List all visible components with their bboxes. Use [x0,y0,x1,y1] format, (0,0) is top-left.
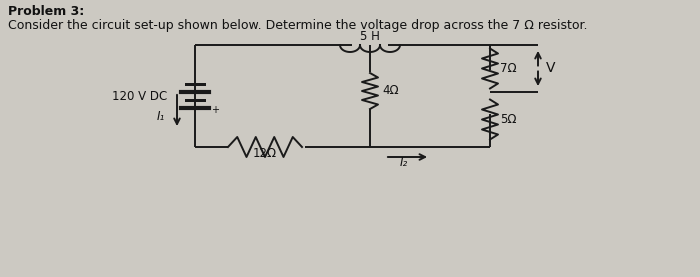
Text: I₁: I₁ [157,111,165,124]
Text: 5Ω: 5Ω [500,113,517,126]
Text: Problem 3:: Problem 3: [8,5,84,18]
Text: 4Ω: 4Ω [382,84,398,98]
Text: V: V [546,61,556,76]
Text: 5 H: 5 H [360,30,380,43]
Text: 12Ω: 12Ω [253,147,277,160]
Text: I₂: I₂ [400,156,408,169]
Text: 7Ω: 7Ω [500,62,517,75]
Text: Consider the circuit set-up shown below. Determine the voltage drop across the 7: Consider the circuit set-up shown below.… [8,19,587,32]
Text: +: + [211,105,219,115]
Text: 120 V DC: 120 V DC [113,89,167,102]
